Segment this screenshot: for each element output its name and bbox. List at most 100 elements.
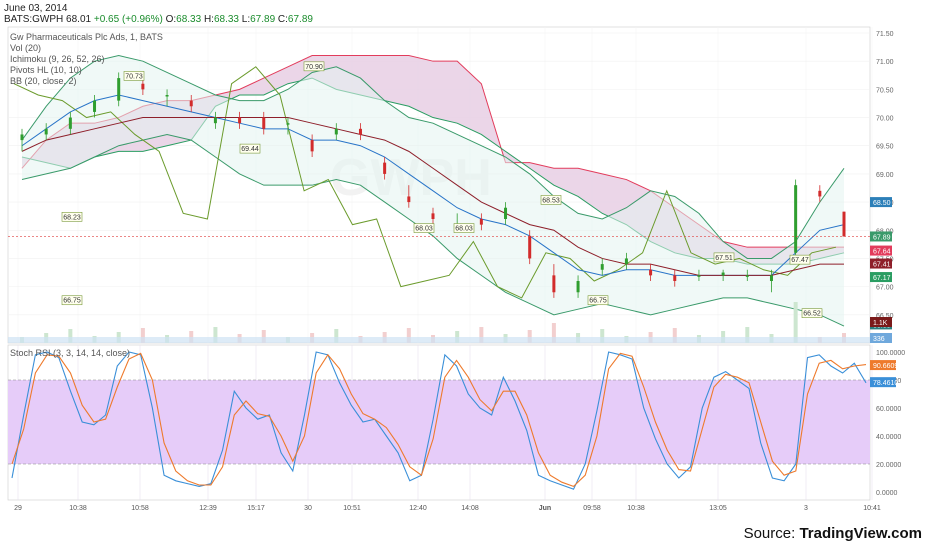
source-prefix: Source: <box>743 525 800 542</box>
time-tick-label: 09:58 <box>583 505 601 512</box>
volume-ma-area <box>8 337 870 343</box>
candle-body <box>673 275 677 281</box>
price-pane[interactable]: GWPH70.7370.9069.4468.0368.0368.5368.236… <box>7 26 873 344</box>
high-value: 68.33 <box>213 14 239 25</box>
price-badge-label: 67.17 <box>873 275 891 282</box>
time-tick-label: Jun <box>539 505 551 512</box>
price-badge <box>870 333 892 343</box>
candle-body <box>165 95 169 97</box>
chart-canvas[interactable]: GWPH70.7370.9069.4468.0368.0368.5368.236… <box>0 0 932 520</box>
candle-body <box>769 275 773 281</box>
pivot-label-box <box>239 143 261 154</box>
indicator-legend-item: Vol (20) <box>10 43 41 53</box>
candle-body <box>600 264 604 270</box>
indicator-legend-item: BB (20, close, 2) <box>10 76 77 86</box>
chart-date: June 03, 2014 <box>4 3 68 14</box>
time-tick-label: 30 <box>304 505 312 512</box>
close-label: C: <box>277 14 288 25</box>
symbol[interactable]: BATS:GWPH <box>4 14 64 25</box>
pivot-label: 69.44 <box>241 146 259 153</box>
candle-body <box>479 219 483 225</box>
price-tick-label: 71.50 <box>876 31 894 38</box>
volume-bar <box>527 330 532 343</box>
candle-body <box>189 100 193 107</box>
price-tick-label: 67.00 <box>876 285 894 292</box>
candle-body <box>745 275 749 277</box>
volume-bar <box>261 330 266 343</box>
stoch-rsi-line <box>11 351 867 490</box>
candle-body <box>842 211 846 237</box>
price-tick-label: 70.50 <box>876 87 894 94</box>
price-badge <box>870 272 892 283</box>
pivot-label-box <box>413 223 435 233</box>
open-value: 68.33 <box>176 14 202 25</box>
candle-body <box>68 117 72 129</box>
rsi-band <box>8 380 870 464</box>
candle-body <box>624 258 628 265</box>
last-price: 68.01 <box>66 14 92 25</box>
time-tick-label: 10:38 <box>627 505 645 512</box>
price-badge-label: 67.89 <box>873 234 891 241</box>
volume-bar <box>479 327 484 343</box>
price-badge-label: 1.1K <box>873 320 888 327</box>
candle-body <box>818 190 822 197</box>
rsi-tick-label: 60.0000 <box>876 406 901 413</box>
candle-body <box>576 281 580 293</box>
volume-bar <box>672 328 677 343</box>
candle-body <box>262 117 266 129</box>
candle-body <box>794 185 798 253</box>
candle-body <box>310 140 314 152</box>
quote-line: BATS:GWPH 68.01 +0.65 (+0.96%) O:68.33 H… <box>4 14 313 25</box>
candle-body <box>504 207 508 219</box>
candle-body <box>552 275 556 293</box>
pivot-label: 67.51 <box>715 255 733 262</box>
pivot-label-box <box>303 61 325 72</box>
price-badge-label: 67.64 <box>873 249 891 256</box>
price-tick-label: 70.00 <box>876 116 894 123</box>
low-label: L: <box>241 14 251 25</box>
pivot-label: 68.23 <box>63 214 81 221</box>
rsi-badge <box>870 377 896 388</box>
candle-body <box>358 128 362 135</box>
rsi-tick-label: 20.0000 <box>876 462 901 469</box>
price-badge-label: 68.50 <box>873 200 891 207</box>
candle-body <box>383 162 387 174</box>
volume-bar <box>600 329 605 343</box>
candle-body <box>407 196 411 203</box>
time-tick-label: 12:40 <box>409 505 427 512</box>
indicator-legend-item: Pivots HL (10, 10) <box>10 65 82 75</box>
candle-body <box>697 275 701 277</box>
time-tick-label: 14:08 <box>461 505 479 512</box>
open-label: O: <box>165 14 177 25</box>
stoch-rsi-pane[interactable]: Stoch RSI (3, 3, 14, 14, close) <box>7 344 873 501</box>
price-tick-label: 66.50 <box>876 313 894 320</box>
candle-body <box>93 100 97 112</box>
stoch-rsi-line <box>11 352 867 488</box>
pivot-label-box <box>123 71 145 81</box>
price-badge <box>870 317 892 327</box>
candle-body <box>721 272 725 276</box>
indicator-legend-item: Gw Pharmaceuticals Plc Ads, 1, BATS <box>10 32 163 42</box>
rsi-legend: Stoch RSI (3, 3, 14, 14, close) <box>10 348 130 358</box>
candle-body <box>334 128 338 135</box>
high-label: H: <box>203 14 214 25</box>
pivot-label-box <box>61 212 83 222</box>
time-tick-label: 10:41 <box>863 505 881 512</box>
volume-bar <box>213 327 218 343</box>
pivot-label-box <box>801 308 823 318</box>
candle-body <box>431 213 435 219</box>
rsi-badge-label: 90.6609 <box>873 363 898 370</box>
time-tick-label: 13:05 <box>709 505 727 512</box>
bollinger-lower <box>21 133 845 327</box>
volume-bar <box>551 323 556 343</box>
rsi-badge <box>870 360 896 371</box>
price-badge-label: 336 <box>873 336 885 343</box>
rsi-tick-label: 100.0000 <box>876 350 905 357</box>
pivot-label: 68.03 <box>455 226 473 233</box>
rsi-tick-label: 40.0000 <box>876 434 901 441</box>
price-badge <box>870 231 892 242</box>
pivot-label-box <box>540 195 562 205</box>
pivot-label: 66.75 <box>63 298 81 305</box>
candle-body <box>238 117 242 124</box>
price-tick-label: 69.00 <box>876 172 894 179</box>
